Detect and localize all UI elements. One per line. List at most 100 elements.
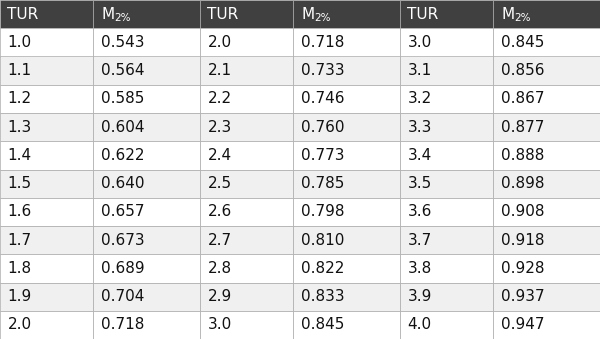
Bar <box>293 85 400 113</box>
Bar <box>493 226 600 254</box>
Bar <box>293 311 400 339</box>
Text: 3.0: 3.0 <box>208 317 232 332</box>
Bar <box>92 57 200 85</box>
Bar <box>400 113 493 141</box>
Text: 3.7: 3.7 <box>407 233 431 247</box>
Text: 2.8: 2.8 <box>208 261 232 276</box>
Text: 1.8: 1.8 <box>7 261 32 276</box>
Bar <box>200 170 293 198</box>
Text: 2.0: 2.0 <box>208 35 232 50</box>
Text: 0.798: 0.798 <box>301 204 344 219</box>
Bar <box>293 57 400 85</box>
Text: 0.773: 0.773 <box>301 148 344 163</box>
Bar <box>0 141 92 170</box>
Text: 1.4: 1.4 <box>7 148 32 163</box>
Text: 0.845: 0.845 <box>301 317 344 332</box>
Bar <box>0 0 92 28</box>
Text: 0.856: 0.856 <box>501 63 545 78</box>
Text: TUR: TUR <box>407 7 439 22</box>
Bar <box>493 282 600 311</box>
Text: 4.0: 4.0 <box>407 317 431 332</box>
Bar <box>293 170 400 198</box>
Text: M: M <box>501 7 514 22</box>
Bar <box>0 85 92 113</box>
Bar <box>92 311 200 339</box>
Bar <box>293 198 400 226</box>
Bar <box>493 311 600 339</box>
Text: 0.733: 0.733 <box>301 63 345 78</box>
Text: 0.867: 0.867 <box>501 92 545 106</box>
Text: 2.1: 2.1 <box>208 63 232 78</box>
Bar <box>92 85 200 113</box>
Bar <box>493 170 600 198</box>
Text: 2.7: 2.7 <box>208 233 232 247</box>
Bar <box>92 226 200 254</box>
Bar <box>400 198 493 226</box>
Text: 0.585: 0.585 <box>101 92 145 106</box>
Text: 1.9: 1.9 <box>7 289 32 304</box>
Bar <box>400 28 493 57</box>
Bar <box>200 198 293 226</box>
Bar <box>400 254 493 282</box>
Bar <box>92 28 200 57</box>
Text: 3.0: 3.0 <box>407 35 431 50</box>
Text: 3.2: 3.2 <box>407 92 431 106</box>
Text: 1.5: 1.5 <box>7 176 32 191</box>
Text: 3.8: 3.8 <box>407 261 431 276</box>
Text: 2.2: 2.2 <box>208 92 232 106</box>
Bar <box>400 85 493 113</box>
Text: 0.704: 0.704 <box>101 289 145 304</box>
Text: TUR: TUR <box>7 7 38 22</box>
Text: 2.9: 2.9 <box>208 289 232 304</box>
Text: 2.6: 2.6 <box>208 204 232 219</box>
Text: 0.657: 0.657 <box>101 204 145 219</box>
Text: 0.947: 0.947 <box>501 317 545 332</box>
Bar <box>293 282 400 311</box>
Bar <box>293 141 400 170</box>
Text: 0.877: 0.877 <box>501 120 545 135</box>
Bar <box>200 254 293 282</box>
Text: 0.760: 0.760 <box>301 120 344 135</box>
Text: 3.9: 3.9 <box>407 289 432 304</box>
Text: 0.918: 0.918 <box>501 233 545 247</box>
Text: 0.833: 0.833 <box>301 289 345 304</box>
Text: 2.4: 2.4 <box>208 148 232 163</box>
Bar <box>0 113 92 141</box>
Text: 1.3: 1.3 <box>7 120 32 135</box>
Text: 0.640: 0.640 <box>101 176 145 191</box>
Bar <box>400 0 493 28</box>
Bar <box>400 170 493 198</box>
Bar <box>92 0 200 28</box>
Bar <box>200 57 293 85</box>
Text: 0.908: 0.908 <box>501 204 545 219</box>
Text: 2%: 2% <box>514 13 531 23</box>
Text: 0.810: 0.810 <box>301 233 344 247</box>
Text: 2%: 2% <box>115 13 131 23</box>
Text: 1.0: 1.0 <box>7 35 32 50</box>
Text: 0.888: 0.888 <box>501 148 545 163</box>
Bar <box>200 113 293 141</box>
Text: 2%: 2% <box>314 13 331 23</box>
Bar <box>200 141 293 170</box>
Bar <box>92 282 200 311</box>
Bar <box>0 254 92 282</box>
Text: 0.718: 0.718 <box>301 35 344 50</box>
Text: TUR: TUR <box>208 7 239 22</box>
Text: 0.898: 0.898 <box>501 176 545 191</box>
Bar <box>293 226 400 254</box>
Bar <box>493 141 600 170</box>
Bar <box>92 141 200 170</box>
Text: 1.2: 1.2 <box>7 92 32 106</box>
Bar <box>92 113 200 141</box>
Bar <box>0 311 92 339</box>
Text: 2.3: 2.3 <box>208 120 232 135</box>
Bar <box>200 282 293 311</box>
Bar <box>400 141 493 170</box>
Bar <box>400 311 493 339</box>
Bar <box>200 0 293 28</box>
Text: 1.1: 1.1 <box>7 63 32 78</box>
Bar <box>0 226 92 254</box>
Text: 0.604: 0.604 <box>101 120 145 135</box>
Bar <box>493 57 600 85</box>
Bar <box>293 113 400 141</box>
